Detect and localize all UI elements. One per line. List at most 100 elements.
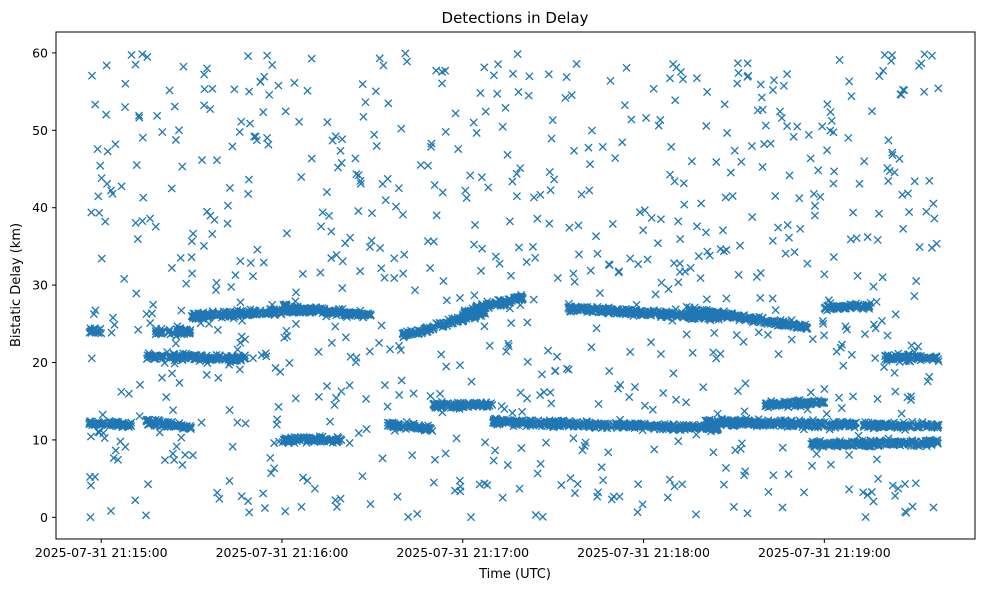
- detection-marker: [531, 510, 540, 520]
- detection-marker: [872, 455, 881, 464]
- detection-marker: [484, 303, 493, 312]
- detection-marker: [222, 310, 231, 319]
- detection-marker: [491, 299, 500, 308]
- detection-marker: [859, 488, 868, 497]
- detection-marker: [493, 60, 503, 69]
- detection-marker: [124, 421, 133, 430]
- detection-marker: [168, 449, 177, 458]
- detection-marker: [442, 296, 451, 305]
- detection-marker: [398, 210, 407, 219]
- detection-marker: [914, 342, 923, 351]
- detection-marker: [903, 393, 912, 402]
- detection-marker: [883, 331, 892, 340]
- detection-marker: [539, 419, 548, 428]
- detection-marker: [475, 480, 484, 489]
- detection-marker: [923, 377, 932, 386]
- detection-marker: [675, 259, 684, 268]
- detection-marker: [934, 420, 943, 430]
- detection-marker: [338, 284, 347, 293]
- detection-marker: [225, 476, 234, 485]
- detection-marker: [205, 319, 214, 328]
- detection-marker: [508, 177, 517, 186]
- detection-marker: [167, 263, 176, 273]
- detection-marker: [891, 491, 900, 500]
- detection-marker: [887, 355, 896, 364]
- detection-marker: [148, 352, 158, 361]
- detection-marker: [806, 154, 815, 163]
- detection-marker: [545, 167, 554, 177]
- detection-marker: [272, 420, 281, 429]
- detection-marker: [367, 208, 377, 218]
- detection-marker: [113, 419, 122, 428]
- detection-marker: [774, 223, 783, 232]
- detection-marker: [202, 207, 212, 216]
- detection-marker: [176, 253, 185, 263]
- detection-marker: [822, 440, 831, 449]
- detection-marker: [131, 60, 140, 69]
- detection-marker: [546, 186, 555, 195]
- detection-marker: [848, 208, 858, 217]
- detection-marker: [523, 318, 532, 327]
- detection-marker: [365, 347, 374, 356]
- detection-marker: [701, 228, 711, 237]
- detection-marker: [574, 221, 583, 230]
- detection-marker: [244, 189, 253, 199]
- detection-marker: [383, 402, 392, 411]
- detection-marker: [778, 443, 787, 452]
- detection-marker: [628, 420, 637, 429]
- detection-marker: [151, 418, 160, 427]
- detection-marker: [593, 249, 602, 258]
- detection-marker: [432, 66, 441, 75]
- detection-marker: [712, 158, 721, 167]
- detection-marker: [256, 77, 265, 86]
- detection-marker: [394, 341, 404, 350]
- detection-marker: [340, 308, 350, 317]
- detection-marker: [735, 241, 745, 250]
- detection-marker: [356, 176, 365, 186]
- detection-marker: [430, 322, 439, 331]
- detection-marker: [187, 237, 196, 246]
- detection-marker: [377, 264, 386, 273]
- detection-marker: [108, 313, 118, 322]
- detection-marker: [929, 199, 938, 208]
- detection-marker: [523, 357, 532, 366]
- detection-marker: [670, 177, 679, 186]
- detection-marker: [231, 271, 240, 280]
- detection-marker: [324, 211, 334, 220]
- detection-marker: [756, 80, 765, 89]
- detection-marker: [491, 252, 500, 261]
- detection-marker: [737, 157, 746, 166]
- detection-marker: [852, 440, 861, 450]
- detection-marker: [460, 309, 470, 318]
- detection-marker: [784, 233, 794, 242]
- detection-marker: [569, 146, 579, 155]
- detection-marker: [325, 417, 335, 426]
- detection-marker: [89, 310, 99, 319]
- detection-marker: [97, 254, 106, 263]
- detection-marker: [622, 63, 631, 72]
- detection-marker: [702, 121, 711, 131]
- detection-marker: [654, 121, 663, 130]
- detection-marker: [783, 122, 792, 131]
- detection-marker: [436, 389, 445, 398]
- detection-marker: [420, 324, 429, 334]
- detection-marker: [665, 170, 675, 179]
- detection-marker: [785, 171, 794, 180]
- detection-marker: [777, 418, 786, 427]
- detection-marker: [518, 407, 527, 416]
- detection-marker: [662, 310, 671, 319]
- detection-marker: [871, 354, 880, 363]
- detection-marker: [925, 372, 934, 381]
- detection-marker: [354, 206, 363, 216]
- detection-marker: [498, 493, 507, 502]
- detection-marker: [316, 222, 326, 231]
- detection-marker: [507, 319, 516, 328]
- detection-marker: [933, 436, 942, 445]
- detection-marker: [307, 54, 316, 63]
- detection-marker: [142, 415, 151, 424]
- detection-marker: [640, 206, 649, 215]
- detection-marker: [796, 323, 806, 333]
- detection-marker: [356, 267, 365, 276]
- detection-marker: [669, 369, 678, 378]
- detection-marker: [145, 419, 154, 428]
